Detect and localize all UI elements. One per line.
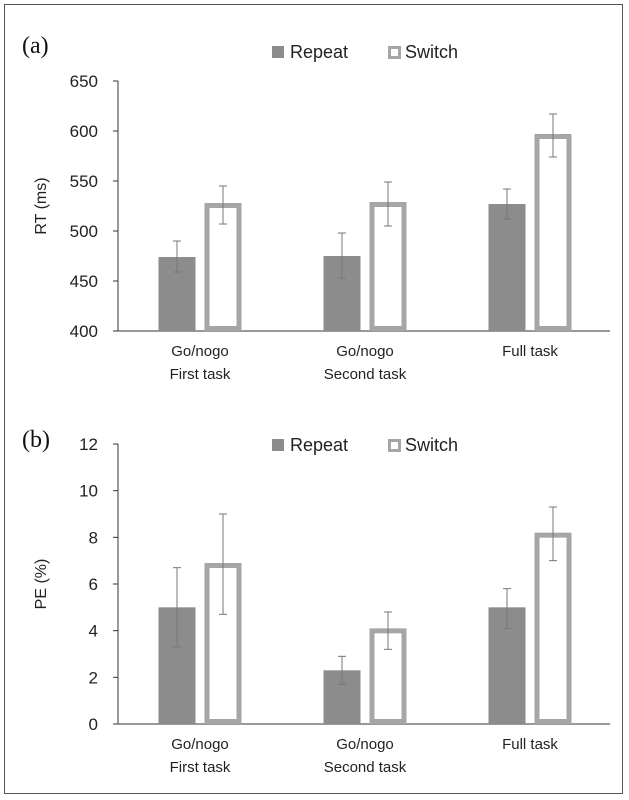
y-tick-label: 12 xyxy=(79,435,98,454)
y-tick-label: 8 xyxy=(89,528,98,547)
x-tick-label: Go/nogo xyxy=(336,343,394,360)
x-tick-label: First task xyxy=(170,366,231,383)
legend-swatch-repeat xyxy=(272,439,284,451)
legend-swatch-switch xyxy=(388,46,401,59)
x-tick-label: First task xyxy=(170,759,231,776)
y-tick-label: 4 xyxy=(89,622,98,641)
x-tick-label: Go/nogo xyxy=(171,343,229,360)
y-tick-label: 550 xyxy=(70,172,98,191)
bar-switch xyxy=(534,532,572,725)
bar-switch xyxy=(534,134,572,331)
bar-switch xyxy=(204,203,242,331)
y-tick-label: 0 xyxy=(89,715,98,734)
bar-switch xyxy=(369,202,407,331)
y-tick-label: 450 xyxy=(70,272,98,291)
y-tick-label: 10 xyxy=(79,482,98,501)
panel-label: (a) xyxy=(22,33,49,59)
y-axis-title: RT (ms) xyxy=(33,177,50,234)
y-tick-label: 650 xyxy=(70,72,98,91)
legend-swatch-switch xyxy=(388,439,401,452)
legend-label-switch: Switch xyxy=(405,42,458,62)
x-tick-label: Go/nogo xyxy=(336,736,394,753)
y-axis-title: PE (%) xyxy=(33,559,50,610)
legend-swatch-repeat xyxy=(272,46,284,58)
legend-label-repeat: Repeat xyxy=(290,435,348,455)
y-tick-label: 600 xyxy=(70,122,98,141)
y-tick-label: 6 xyxy=(89,575,98,594)
bar-repeat xyxy=(488,204,526,331)
legend-label-switch: Switch xyxy=(405,435,458,455)
x-tick-label: Full task xyxy=(502,736,558,753)
x-tick-label: Go/nogo xyxy=(171,736,229,753)
x-tick-label: Second task xyxy=(324,366,407,383)
panel-label: (b) xyxy=(22,427,50,453)
x-tick-label: Second task xyxy=(324,759,407,776)
y-tick-label: 500 xyxy=(70,222,98,241)
legend-label-repeat: Repeat xyxy=(290,42,348,62)
x-tick-label: Full task xyxy=(502,343,558,360)
y-tick-label: 2 xyxy=(89,668,98,687)
y-tick-label: 400 xyxy=(70,322,98,341)
